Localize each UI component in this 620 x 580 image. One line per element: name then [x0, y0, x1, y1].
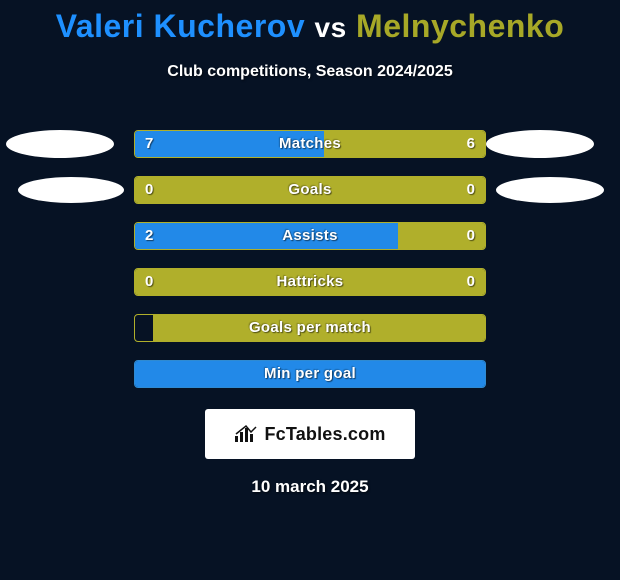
comparison-chart: 76Matches 00Goals 20Assists 00Hattricks Goal… [0, 121, 620, 397]
stat-label: Goals [135, 177, 485, 203]
logo-box: FcTables.com [205, 409, 415, 459]
stat-bar: 20Assists [134, 222, 486, 250]
avatar-right [486, 130, 594, 158]
stat-label: Matches [135, 131, 485, 157]
logo: FcTables.com [234, 424, 385, 445]
title-vs: vs [315, 12, 347, 43]
chart-icon [234, 424, 260, 444]
avatar-right [496, 177, 604, 203]
date: 10 march 2025 [0, 477, 620, 497]
stat-bar: Min per goal [134, 360, 486, 388]
page-title: Valeri Kucherov vs Melnychenko [0, 0, 620, 45]
stat-row: 20Assists [0, 213, 620, 259]
stat-bar: 00Hattricks [134, 268, 486, 296]
stat-label: Assists [135, 223, 485, 249]
stat-bar: 00Goals [134, 176, 486, 204]
stat-bar: 76Matches [134, 130, 486, 158]
avatar-left [18, 177, 124, 203]
avatar-left [6, 130, 114, 158]
stat-row: 00Hattricks [0, 259, 620, 305]
title-player2: Melnychenko [356, 8, 564, 44]
stat-label: Goals per match [135, 315, 485, 341]
logo-text: FcTables.com [264, 424, 385, 445]
stat-bar: Goals per match [134, 314, 486, 342]
title-player1: Valeri Kucherov [56, 8, 305, 44]
subtitle: Club competitions, Season 2024/2025 [0, 63, 620, 81]
stat-row: Min per goal [0, 351, 620, 397]
stat-label: Min per goal [135, 361, 485, 387]
stat-label: Hattricks [135, 269, 485, 295]
stat-row: Goals per match [0, 305, 620, 351]
